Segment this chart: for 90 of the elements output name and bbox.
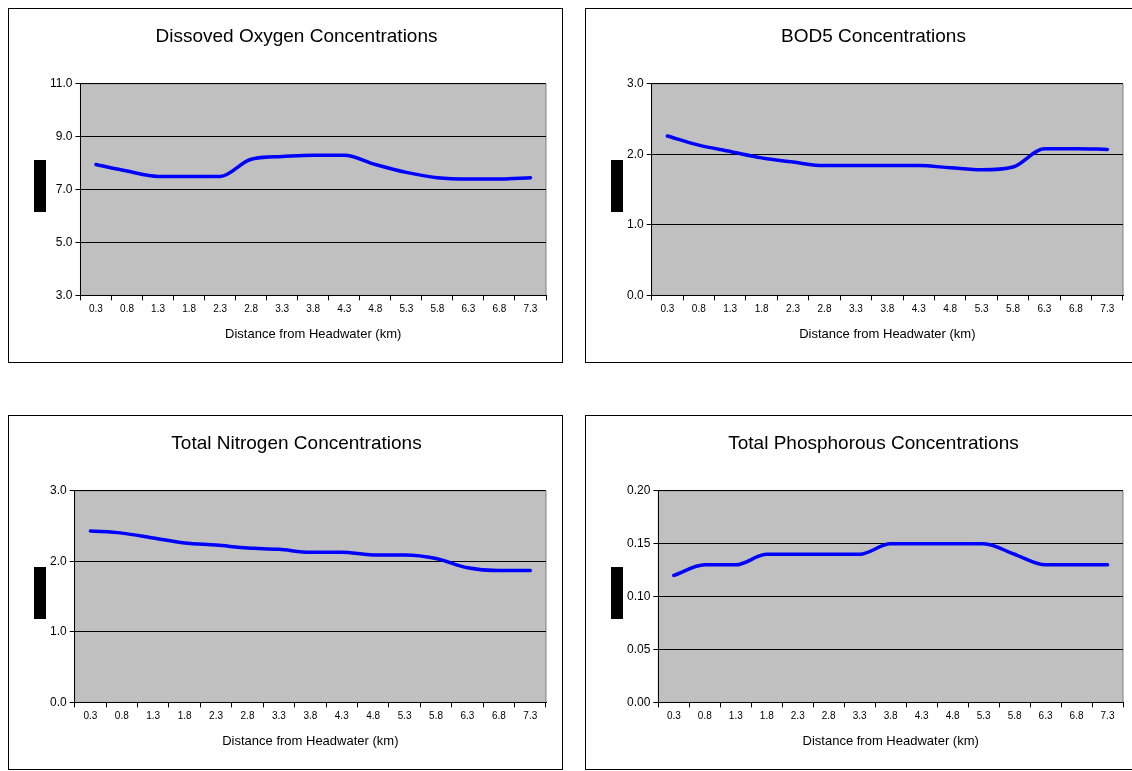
x-tick-label: 1.8 [182, 303, 197, 315]
x-tick-label: 6.3 [460, 710, 475, 722]
y-tick-label: 5.0 [55, 234, 73, 249]
y-tick-label: 0.00 [627, 694, 651, 709]
y-tick-label: 0.05 [627, 641, 651, 656]
x-tick-label: 3.8 [880, 303, 895, 315]
x-tick-label: 3.3 [271, 710, 287, 722]
x-tick-label: 0.3 [89, 303, 104, 315]
x-tick-label: 2.3 [213, 303, 228, 315]
x-axis-title: Distance from Headwater (km) [222, 732, 399, 748]
y-tick-label: 9.0 [55, 129, 73, 144]
x-tick-label: 0.3 [666, 710, 682, 722]
x-tick-label: 1.3 [146, 710, 161, 722]
x-tick-label: 6.8 [491, 710, 507, 722]
x-tick-label: 5.3 [976, 710, 991, 722]
x-tick-label: 6.3 [461, 303, 476, 315]
x-tick-label: 3.3 [852, 710, 868, 722]
y-tick-label: 11.0 [50, 76, 73, 91]
x-tick-label: 5.8 [430, 303, 445, 315]
x-tick-label: 6.8 [492, 303, 507, 315]
x-tick-label: 1.3 [728, 710, 744, 722]
x-tick-label: 4.3 [911, 303, 927, 315]
x-tick-label: 5.3 [974, 303, 989, 315]
x-tick-label: 2.8 [244, 303, 259, 315]
x-tick-label: 2.8 [821, 710, 837, 722]
x-tick-label: 4.8 [366, 710, 381, 722]
x-tick-label: 0.8 [691, 303, 707, 315]
x-tick-label: 4.8 [368, 303, 383, 315]
x-tick-label: 3.8 [303, 710, 318, 722]
x-axis-title: Distance from Headwater (km) [802, 732, 979, 748]
y-tick-label: 1.0 [49, 624, 67, 639]
x-tick-label: 0.8 [114, 710, 130, 722]
chart-title: Dissoved Oxygen Concentrations [155, 24, 438, 46]
y-tick-label: 0.15 [627, 536, 651, 551]
y-tick-label: 3.0 [49, 483, 67, 498]
x-tick-label: 1.8 [754, 303, 770, 315]
line-series [665, 134, 1110, 172]
x-tick-label: 0.8 [120, 303, 135, 315]
x-tick-label: 0.3 [660, 303, 675, 315]
x-tick-label: 3.3 [848, 303, 864, 315]
x-tick-label: 6.8 [1068, 303, 1084, 315]
y-tick-label: 1.0 [626, 217, 644, 232]
x-tick-label: 1.8 [177, 710, 193, 722]
y-tick-label: 2.0 [49, 553, 67, 568]
y-tick-label: 3.0 [626, 76, 644, 91]
x-tick-label: 4.3 [914, 710, 930, 722]
x-tick-label: 7.3 [523, 710, 538, 722]
x-tick-label: 5.3 [399, 303, 414, 315]
x-tick-label: 7.3 [523, 303, 538, 315]
x-tick-label: 4.3 [337, 303, 352, 315]
chart-title: BOD5 Concentrations [781, 24, 966, 46]
x-tick-label: 3.8 [883, 710, 899, 722]
x-tick-label: 0.3 [83, 710, 98, 722]
x-tick-label: 6.8 [1069, 710, 1084, 722]
x-tick-label: 3.3 [275, 303, 290, 315]
chart-title: Total Phosphorous Concentrations [728, 431, 1019, 453]
x-tick-label: 4.3 [334, 710, 350, 722]
x-tick-label: 4.8 [943, 303, 958, 315]
x-tick-label: 5.8 [1006, 303, 1021, 315]
x-tick-label: 2.8 [817, 303, 832, 315]
x-tick-label: 1.8 [759, 710, 775, 722]
x-tick-label: 5.3 [397, 710, 412, 722]
x-tick-label: 5.8 [1007, 710, 1022, 722]
line-series [672, 541, 1110, 578]
x-axis-title: Distance from Headwater (km) [799, 325, 976, 341]
line-series [94, 153, 533, 181]
x-tick-label: 0.8 [697, 710, 713, 722]
x-tick-label: 2.3 [790, 710, 806, 722]
y-tick-label: 0.0 [49, 694, 67, 709]
y-tick-label: 0.20 [627, 483, 651, 498]
y-tick-label: 0.10 [627, 588, 651, 603]
x-tick-label: 6.3 [1038, 710, 1053, 722]
x-tick-label: 4.8 [945, 710, 961, 722]
x-axis-title: Distance from Headwater (km) [225, 325, 402, 341]
x-tick-label: 2.3 [786, 303, 801, 315]
x-tick-label: 1.3 [151, 303, 166, 315]
x-tick-label: 5.8 [429, 710, 444, 722]
x-tick-label: 1.3 [723, 303, 738, 315]
y-tick-label: 3.0 [55, 287, 73, 302]
x-tick-label: 7.3 [1100, 710, 1115, 722]
chart-title: Total Nitrogen Concentrations [171, 431, 422, 453]
x-tick-label: 2.3 [209, 710, 224, 722]
x-tick-label: 6.3 [1037, 303, 1052, 315]
y-tick-label: 0.0 [626, 287, 644, 302]
x-tick-label: 3.8 [306, 303, 321, 315]
y-tick-label: 2.0 [626, 146, 644, 161]
y-tick-label: 7.0 [55, 181, 73, 196]
line-series [88, 529, 533, 573]
x-tick-label: 2.8 [240, 710, 255, 722]
x-tick-label: 7.3 [1100, 303, 1115, 315]
